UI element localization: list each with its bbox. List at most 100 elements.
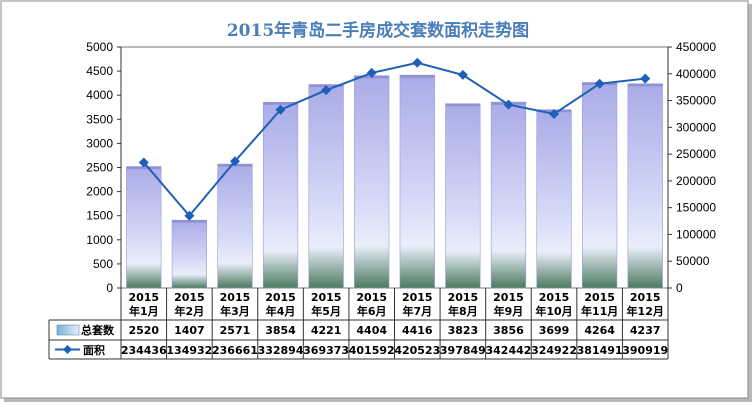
line-point: [549, 108, 560, 119]
left-axis: 0 500 1000 1500 2000 2500 3000 3500 4000 4500 5000: [86, 40, 121, 295]
category-label-year: 2015: [128, 291, 159, 304]
data-label-bar: 4416: [402, 324, 433, 337]
category-label-year: 2015: [630, 291, 661, 304]
line-path: [143, 61, 646, 218]
bar: [262, 101, 299, 289]
category-label-month: 年2月: [175, 304, 205, 318]
data-label-line: 369373: [303, 344, 349, 357]
left-tick-label: 1000: [86, 233, 113, 247]
data-label-bar: 1407: [174, 324, 205, 337]
category-label-month: 年3月: [220, 304, 250, 318]
data-label-line: 134932: [166, 344, 212, 357]
category-label-year: 2015: [265, 291, 296, 304]
data-label-line: 420523: [394, 344, 440, 357]
category-label-month: 年8月: [448, 304, 478, 318]
left-tick-label: 1500: [86, 209, 113, 223]
bar: [490, 101, 527, 289]
left-tick-label: 2500: [86, 161, 113, 175]
data-label-line: 332894: [258, 344, 304, 357]
right-axis: 0 50000 100000 150000 200000 250000 300000 3500…: [668, 40, 716, 295]
data-label-line: 236661: [212, 344, 258, 357]
data-label-bar: 4221: [311, 324, 342, 337]
right-tick-label: 200000: [676, 174, 716, 188]
data-label-line: 234436: [121, 344, 167, 357]
right-tick-label: 300000: [676, 120, 716, 134]
data-label-bar: 4264: [584, 324, 615, 337]
left-tick-label: 4000: [86, 88, 113, 102]
category-label-month: 年12月: [627, 304, 664, 318]
data-table: 2015年1月2015年2月2015年3月2015年4月2015年5月2015年…: [48, 288, 669, 360]
right-tick-label: 250000: [676, 147, 716, 161]
legend-label-bar: 总套数: [81, 323, 115, 337]
legend-swatch-bar: [56, 324, 80, 336]
category-label-year: 2015: [356, 291, 387, 304]
data-label-bar: 3856: [493, 324, 524, 337]
line-point: [457, 69, 468, 80]
category-label-month: 年11月: [581, 304, 618, 318]
bar-top-edge: [172, 220, 207, 223]
line-point: [594, 78, 605, 89]
right-tick-label: 50000: [676, 254, 710, 268]
bar: [582, 82, 618, 289]
category-label-year: 2015: [584, 291, 615, 304]
data-label-line: 381491: [577, 344, 623, 357]
data-label-bar: 4404: [356, 324, 387, 337]
bar: [399, 74, 435, 289]
category-label-month: 年1月: [129, 304, 159, 318]
category-label-year: 2015: [539, 291, 570, 304]
data-label-bar: 2571: [220, 324, 251, 337]
category-label-month: 年7月: [402, 304, 432, 318]
right-tick-label: 0: [676, 281, 683, 295]
right-tick-label: 100000: [676, 227, 716, 241]
bar: [126, 166, 162, 289]
category-label-month: 年10月: [535, 304, 572, 318]
bar: [308, 84, 344, 289]
line-point: [321, 85, 332, 96]
right-tick-label: 400000: [676, 67, 716, 81]
data-label-bar: 3854: [265, 324, 296, 337]
left-tick-label: 5000: [86, 40, 113, 54]
left-tick-label: 4500: [86, 64, 113, 78]
right-tick-label: 450000: [676, 40, 716, 54]
category-label-year: 2015: [220, 291, 251, 304]
data-label-bar: 3823: [448, 324, 479, 337]
line-point: [229, 156, 240, 167]
line-series-面积: [138, 57, 651, 221]
right-tick-label: 350000: [676, 94, 716, 108]
line-point: [412, 57, 423, 68]
category-label-month: 年6月: [357, 304, 387, 318]
line-point: [366, 67, 377, 78]
bar-top-edge: [126, 166, 162, 170]
category-label-year: 2015: [402, 291, 433, 304]
left-tick-label: 3500: [86, 112, 113, 126]
bar-top-edge: [445, 103, 481, 107]
category-label-month: 年9月: [494, 304, 524, 318]
right-tick-label: 150000: [676, 201, 716, 215]
left-tick-label: 3000: [86, 136, 113, 150]
bar-series-总套数: [126, 74, 663, 289]
bar: [217, 163, 253, 289]
bar: [445, 103, 481, 289]
left-tick-label: 0: [106, 281, 113, 295]
category-label-month: 年4月: [266, 304, 296, 318]
data-label-line: 397849: [440, 344, 486, 357]
bar: [627, 83, 663, 289]
category-label-year: 2015: [311, 291, 342, 304]
bar: [171, 219, 207, 289]
data-label-line: 324922: [531, 344, 577, 357]
data-label-line: 342442: [485, 344, 531, 357]
line-point: [184, 210, 195, 221]
data-label-bar: 4237: [630, 324, 661, 337]
line-point: [503, 99, 514, 110]
bar-top-edge: [399, 75, 435, 78]
left-tick-label: 500: [93, 257, 113, 271]
data-label-bar: 2520: [128, 324, 159, 337]
line-point: [640, 73, 651, 84]
bar: [354, 75, 390, 289]
left-tick-label: 2000: [86, 185, 113, 199]
chart-title: 2015年青岛二手房成交套数面积走势图: [227, 20, 529, 41]
legend-label-line: 面积: [83, 343, 105, 357]
line-point: [275, 104, 286, 115]
category-label-year: 2015: [448, 291, 479, 304]
